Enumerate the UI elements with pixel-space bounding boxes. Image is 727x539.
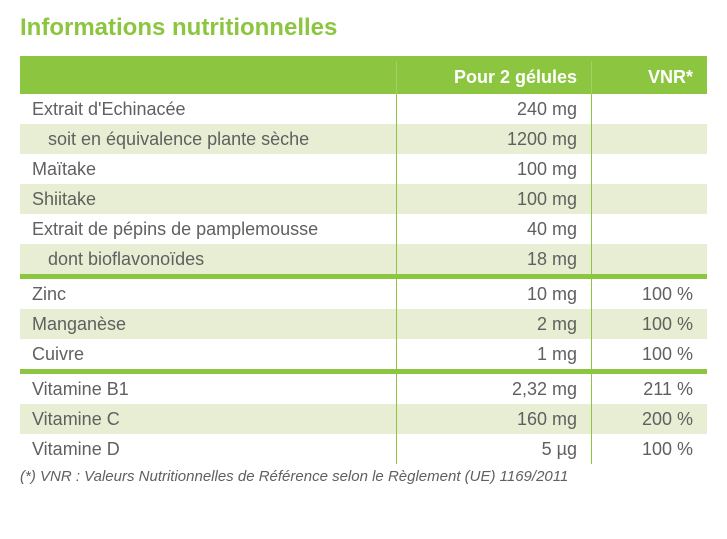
cell-vnr: 200 % — [592, 404, 707, 434]
cell-amount: 1 mg — [397, 339, 592, 369]
page-title: Informations nutritionnelles — [20, 14, 707, 42]
col-header-name — [20, 61, 397, 94]
table-row: Zinc10 mg100 % — [20, 279, 707, 309]
table-header-row: Pour 2 gélules VNR* — [20, 61, 707, 94]
table-row: Extrait de pépins de pamplemousse40 mg — [20, 214, 707, 244]
cell-vnr — [592, 184, 707, 214]
cell-name: Vitamine C — [20, 404, 397, 434]
table-row: Maïtake100 mg — [20, 154, 707, 184]
cell-vnr — [592, 244, 707, 274]
cell-vnr: 100 % — [592, 309, 707, 339]
cell-amount: 2 mg — [397, 309, 592, 339]
cell-vnr — [592, 94, 707, 124]
table-row: Cuivre1 mg100 % — [20, 339, 707, 369]
table-row: Shiitake100 mg — [20, 184, 707, 214]
cell-name: Manganèse — [20, 309, 397, 339]
cell-name: Extrait d'Echinacée — [20, 94, 397, 124]
cell-name: Extrait de pépins de pamplemousse — [20, 214, 397, 244]
cell-amount: 18 mg — [397, 244, 592, 274]
footnote: (*) VNR : Valeurs Nutritionnelles de Réf… — [20, 468, 707, 485]
table-row: Vitamine D5 µg100 % — [20, 434, 707, 464]
cell-amount: 100 mg — [397, 154, 592, 184]
cell-amount: 240 mg — [397, 94, 592, 124]
cell-amount: 160 mg — [397, 404, 592, 434]
cell-name: Vitamine B1 — [20, 374, 397, 404]
cell-vnr: 211 % — [592, 374, 707, 404]
cell-name: Vitamine D — [20, 434, 397, 464]
cell-amount: 1200 mg — [397, 124, 592, 154]
col-header-amount: Pour 2 gélules — [397, 61, 592, 94]
table-row: Vitamine C160 mg200 % — [20, 404, 707, 434]
cell-name: Shiitake — [20, 184, 397, 214]
cell-amount: 40 mg — [397, 214, 592, 244]
cell-name: Zinc — [20, 279, 397, 309]
cell-amount: 100 mg — [397, 184, 592, 214]
cell-vnr: 100 % — [592, 339, 707, 369]
nutrition-table: Pour 2 gélules VNR* Extrait d'Echinacée2… — [20, 56, 707, 464]
col-header-vnr: VNR* — [592, 61, 707, 94]
table-row: Vitamine B12,32 mg211 % — [20, 374, 707, 404]
cell-vnr — [592, 124, 707, 154]
cell-vnr — [592, 214, 707, 244]
cell-amount: 10 mg — [397, 279, 592, 309]
cell-name: Cuivre — [20, 339, 397, 369]
cell-name: Maïtake — [20, 154, 397, 184]
cell-amount: 5 µg — [397, 434, 592, 464]
table-row: soit en équivalence plante sèche1200 mg — [20, 124, 707, 154]
cell-vnr — [592, 154, 707, 184]
cell-name: dont bioflavonoïdes — [20, 244, 397, 274]
table-row: dont bioflavonoïdes18 mg — [20, 244, 707, 274]
cell-vnr: 100 % — [592, 434, 707, 464]
cell-amount: 2,32 mg — [397, 374, 592, 404]
cell-vnr: 100 % — [592, 279, 707, 309]
table-row: Extrait d'Echinacée240 mg — [20, 94, 707, 124]
table-row: Manganèse2 mg100 % — [20, 309, 707, 339]
cell-name: soit en équivalence plante sèche — [20, 124, 397, 154]
